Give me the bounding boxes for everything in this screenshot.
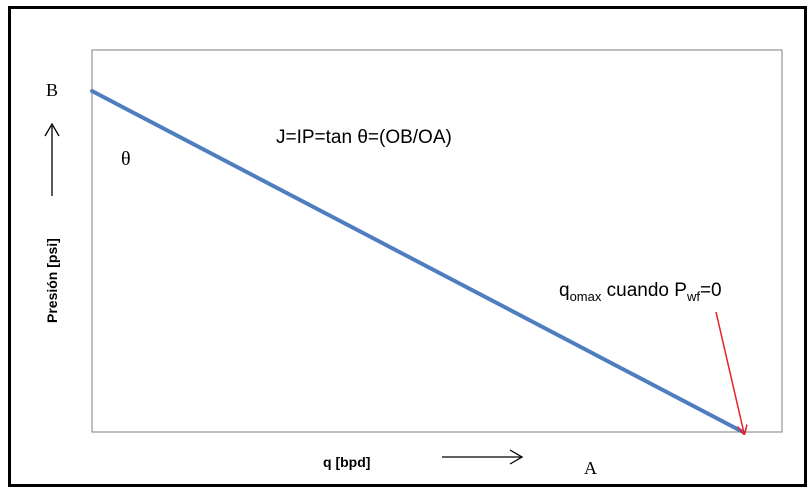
x-axis-arrow-head <box>509 449 524 465</box>
qomax-end: =0 <box>700 280 722 301</box>
qomax-annotation: qomax cuando Pwf=0 <box>559 280 722 304</box>
y-axis-arrow-head <box>44 122 60 137</box>
y-axis-label-group: Presión [psi] <box>44 122 60 323</box>
point-label-a: A <box>584 458 597 478</box>
series-line <box>90 89 745 434</box>
point-label-b: B <box>46 80 58 100</box>
figure-frame <box>8 6 807 487</box>
qomax-sub2: wf <box>686 289 700 304</box>
qomax-q: q <box>559 280 570 301</box>
formula-annotation: J=IP=tan θ=(OB/OA) <box>276 127 452 148</box>
x-axis-label: q [bpd] <box>323 454 370 470</box>
y-axis-label: Presión [psi] <box>44 238 60 323</box>
qomax-sub: omax <box>570 289 602 304</box>
qomax-mid: cuando P <box>601 280 687 301</box>
angle-label-theta: θ <box>121 148 131 170</box>
plot-area <box>91 49 783 433</box>
x-axis-label-group: q [bpd] <box>323 449 524 470</box>
pointer-arrow <box>715 311 744 433</box>
